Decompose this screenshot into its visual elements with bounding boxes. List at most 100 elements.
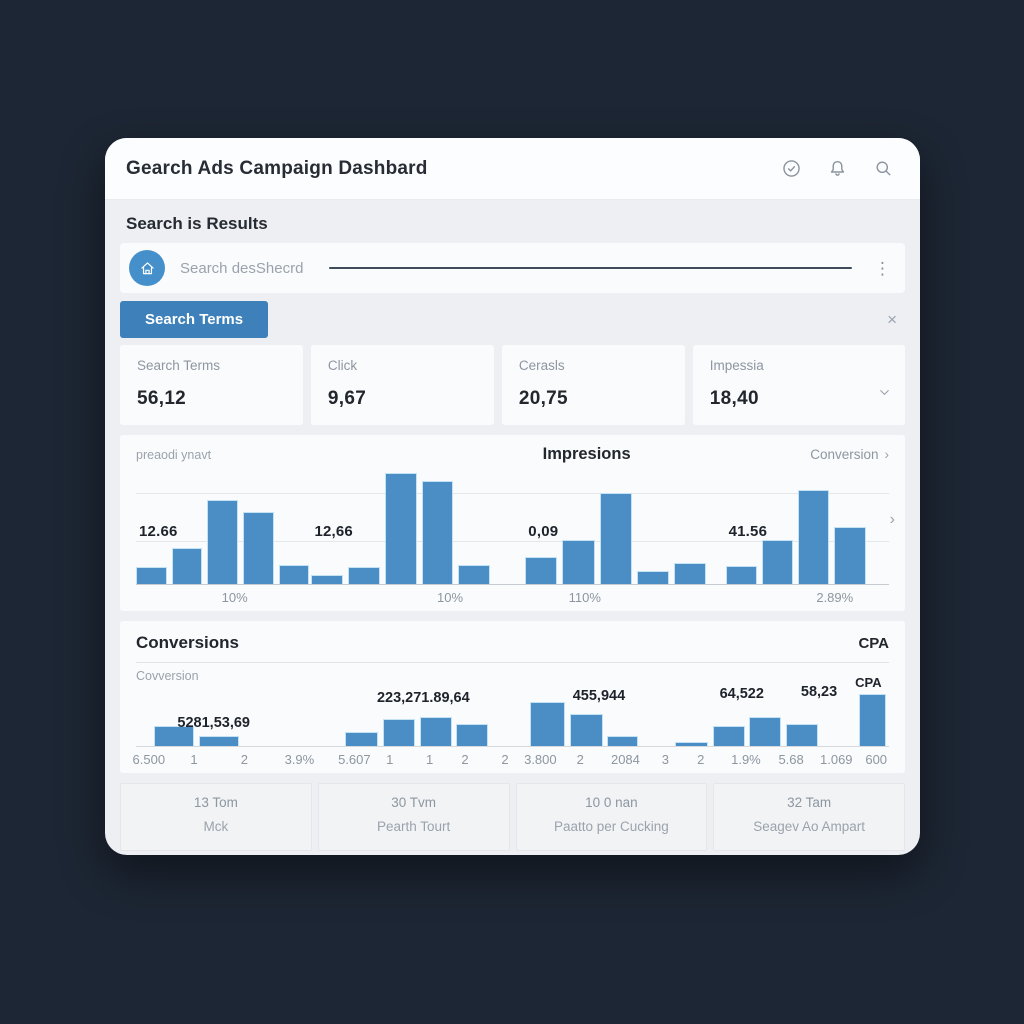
conversions-title: Conversions [136,633,239,652]
stat-value: 56,12 [137,388,187,409]
bar [673,562,706,584]
cpa-label: CPA [858,634,889,652]
bar [419,717,453,746]
x-tick: 1 [386,752,394,767]
x-tick: 1.069 [820,752,853,767]
bar [834,527,866,584]
stat-card-3[interactable]: Cerasls 20,75 [501,345,685,425]
impressions-chart-card: preaodi ynavt Impresions Conversion › › 1… [120,435,905,611]
x-tick: 2 [501,752,509,767]
stat-label: Search Terms [137,358,221,373]
search-underline [329,267,852,269]
footer-cell-2[interactable]: 30 Tvm Pearth Tourt [317,783,510,851]
bar [136,567,167,584]
conversions-head: Conversions CPA [136,633,889,653]
impressions-chart-area: › 12.66 12,66 0,09 41.56 [136,473,895,585]
x-tick: 1 [190,752,198,767]
bar [421,480,454,584]
avatar [129,250,165,286]
stats-row: Search Terms 56,12 Click 9,67 Cerasls 20,75 Im… [120,345,905,425]
dashboard-card: Gearch Ads Campaign Dashbard Search is R… [105,138,920,855]
bar [712,726,746,746]
x-tick: 10% [221,590,248,605]
bar-value-label: 41.56 [728,523,768,540]
gridline [136,541,889,542]
gridline [136,493,889,494]
x-tick: 10% [436,590,464,605]
footer-cell-3[interactable]: 10 0 nan Paatto per Cucking [515,783,708,851]
kebab-menu-icon[interactable]: ⋮ [874,258,891,278]
clock-icon[interactable] [780,158,802,180]
x-tick: 2 [576,752,584,767]
close-icon[interactable]: × [887,310,897,329]
footer-time: 10 0 nan [585,795,638,810]
x-tick: 600 [865,752,888,767]
footer-time: 32 Tam [787,795,832,810]
footer-time: 13 Tom [193,795,238,810]
bar [529,702,566,746]
x-tick: 6.500 [132,752,166,767]
bar-value-label: 455,944 [572,688,626,704]
bar [458,565,490,584]
stat-label: Impessia [709,358,764,373]
chevron-right-icon[interactable]: › [889,511,895,528]
footer-time: 30 Tvm [391,795,436,810]
conversion-legend[interactable]: Conversion › [810,447,889,462]
bar [344,732,378,746]
stat-value: 20,75 [518,388,568,409]
bar [570,714,603,746]
stat-card-2[interactable]: Click 9,67 [310,345,494,425]
search-bar[interactable]: Search desShecrd ⋮ [120,243,905,293]
x-tick: 3.800 [524,752,557,767]
bar [348,567,380,584]
bar [636,570,669,584]
bar-value-label: 5281,53,69 [177,715,250,731]
bar [207,499,238,584]
bar-group: 12.66 [136,473,310,584]
divider [136,662,889,663]
section-heading: Search is Results [126,214,268,233]
bell-icon[interactable] [826,158,848,180]
footer-cell-4[interactable]: 32 Tam Seagev Ao Ampart [713,783,905,851]
bar [748,717,782,746]
bar [311,575,344,584]
search-input[interactable]: Search desShecrd [180,259,304,277]
chevron-down-icon[interactable] [877,385,892,405]
x-tick: 2 [697,752,705,767]
bar [199,736,240,746]
conversions-chart-card: Conversions CPA Covversion 5281,53,69 223… [120,621,905,773]
stat-card-1[interactable]: Search Terms 56,12 [120,345,303,425]
search-icon[interactable] [872,158,894,180]
bar [761,539,794,584]
bar [599,492,632,584]
bar-value-label: 64,522 [719,686,764,702]
x-tick: 5.607 [338,752,371,767]
footer-cell-1[interactable]: 13 Tom Mck [120,783,312,851]
impressions-chart-head: preaodi ynavt Impresions Conversion › [136,445,889,471]
conversions-chart-area: 5281,53,69 223,271.89,64 455,944 64,522 58,2… [136,675,889,747]
bar-value-label: 12,66 [314,523,353,540]
stat-label: Click [327,358,358,373]
series-label: preaodi ynavt [136,448,212,462]
bar-value-label: 223,271.89,64 [376,690,470,706]
stat-card-4[interactable]: Impessia 18,40 [692,345,905,425]
footer-label: Mck [203,819,229,834]
x-tick: 1 [426,752,434,767]
bar-value-label: CPA [855,675,882,690]
footer-row: 13 Tom Mck 30 Tvm Pearth Tourt 10 0 nan Paatt… [120,783,905,851]
bar [278,565,310,584]
legend-text: Conversion [810,447,879,462]
conversions-ticks: 6.500 1 2 3.9% 5.607 1 1 2 2 3.800 2 2084 3 2 1.9% 5.68… [132,747,889,771]
series-label: Covversion [136,669,199,683]
bar-value-label: 12.66 [139,523,178,540]
search-terms-button[interactable]: Search Terms [120,301,269,338]
bar [154,726,194,746]
bar [607,736,639,746]
app-title: Gearch Ads Campaign Dashbard [126,157,428,179]
footer-label: Paatto per Cucking [553,819,669,834]
header-icons [780,158,894,180]
stat-label: Cerasls [518,358,565,373]
stat-value: 18,40 [709,388,759,409]
bar [171,548,203,584]
bar [725,566,757,584]
